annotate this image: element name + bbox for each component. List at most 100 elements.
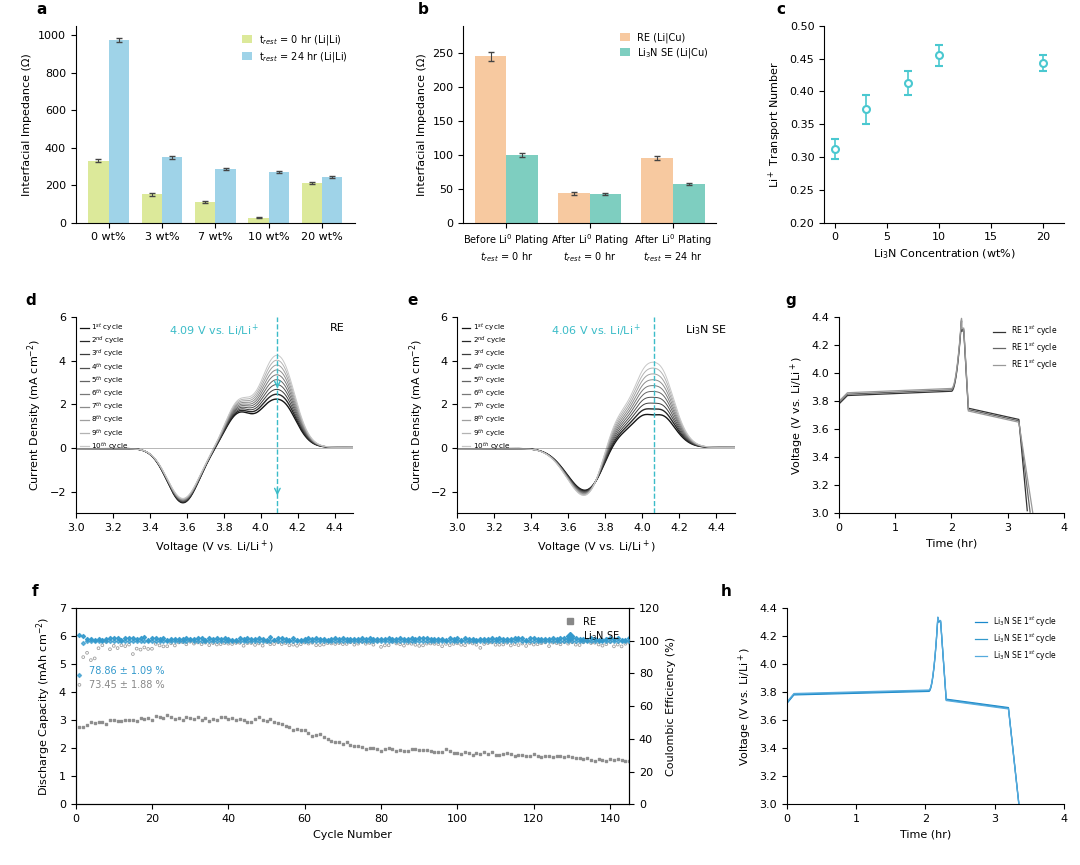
Point xyxy=(124,631,141,645)
X-axis label: Voltage (V vs. Li/Li$^+$): Voltage (V vs. Li/Li$^+$) xyxy=(537,539,656,556)
Point xyxy=(552,750,569,764)
Point xyxy=(166,632,184,646)
Point xyxy=(251,631,268,645)
Point xyxy=(112,633,130,647)
Bar xyxy=(215,170,235,222)
Point xyxy=(380,634,397,648)
Point xyxy=(136,640,153,654)
Point xyxy=(400,744,417,758)
Point xyxy=(204,636,221,650)
Text: 78.86 ± 1.09 %: 78.86 ± 1.09 % xyxy=(89,666,164,676)
Point xyxy=(276,634,294,648)
Point xyxy=(181,633,199,647)
Point xyxy=(426,745,443,759)
Point xyxy=(342,739,360,753)
Point xyxy=(522,637,539,650)
Point xyxy=(483,636,500,650)
Point xyxy=(293,723,310,737)
Point xyxy=(445,634,462,648)
Point xyxy=(594,753,611,767)
Point xyxy=(365,638,382,651)
Point xyxy=(418,631,435,645)
Point xyxy=(330,634,348,648)
Point xyxy=(460,634,477,648)
Point xyxy=(308,638,325,652)
Point xyxy=(407,634,424,648)
Point xyxy=(296,634,313,648)
Point xyxy=(353,634,370,648)
Point xyxy=(251,710,268,724)
Point xyxy=(174,714,191,727)
Point xyxy=(120,714,137,727)
Text: 73.45 ± 1.88 %: 73.45 ± 1.88 % xyxy=(89,680,164,690)
Point xyxy=(326,634,343,648)
Point xyxy=(480,746,497,760)
Point xyxy=(212,634,229,648)
Point xyxy=(376,741,393,755)
Point xyxy=(391,631,408,645)
Point xyxy=(449,637,467,650)
Point xyxy=(514,631,531,645)
Point xyxy=(261,638,279,651)
Point xyxy=(495,638,512,651)
Point xyxy=(480,634,497,648)
Point xyxy=(437,637,455,650)
Point xyxy=(323,637,340,650)
Point xyxy=(227,713,244,727)
Point xyxy=(613,634,631,648)
Point xyxy=(559,634,577,648)
Point xyxy=(342,632,360,646)
Point xyxy=(376,633,393,647)
Y-axis label: Coulombic Efficiency (%): Coulombic Efficiency (%) xyxy=(665,637,676,776)
Point xyxy=(178,631,195,645)
Point xyxy=(410,631,428,645)
Point xyxy=(621,634,638,648)
Point xyxy=(219,631,237,645)
Point xyxy=(383,634,401,648)
Point xyxy=(350,739,367,753)
Point xyxy=(498,746,515,760)
Point xyxy=(544,636,562,650)
Point xyxy=(368,742,386,756)
Y-axis label: Current Density (mA cm$^{-2}$): Current Density (mA cm$^{-2}$) xyxy=(407,339,426,491)
Text: 4.06 V vs. Li/Li$^+$: 4.06 V vs. Li/Li$^+$ xyxy=(551,323,642,339)
Point xyxy=(437,633,455,647)
Point xyxy=(219,634,237,648)
Point xyxy=(365,632,382,646)
Point xyxy=(445,746,462,759)
Point xyxy=(159,708,176,721)
Point xyxy=(338,637,355,650)
Point xyxy=(460,636,477,650)
Point xyxy=(433,639,450,653)
Point xyxy=(357,631,375,645)
Point xyxy=(342,634,360,648)
Bar xyxy=(590,194,621,222)
Point xyxy=(71,628,89,642)
Point xyxy=(144,642,161,656)
Point xyxy=(296,723,313,737)
Point xyxy=(296,632,313,646)
Point xyxy=(79,718,96,732)
Point xyxy=(124,713,141,727)
Point xyxy=(507,638,524,651)
Point xyxy=(594,633,611,647)
Point xyxy=(235,632,253,646)
Point xyxy=(540,749,557,763)
Point xyxy=(105,634,122,648)
X-axis label: Li$_3$N Concentration (wt%): Li$_3$N Concentration (wt%) xyxy=(873,247,1015,261)
Point xyxy=(189,710,206,724)
Point xyxy=(441,638,458,652)
Point xyxy=(475,632,492,646)
Y-axis label: Li$^+$ Transport Number: Li$^+$ Transport Number xyxy=(767,61,784,188)
Legend: Li$_3$N SE 1$^{st}$ cycle, Li$_3$N SE 1$^{st}$ cycle, Li$_3$N SE 1$^{st}$ cycle: Li$_3$N SE 1$^{st}$ cycle, Li$_3$N SE 1$… xyxy=(972,612,1059,665)
Point xyxy=(338,735,355,749)
Point xyxy=(208,713,226,727)
Point xyxy=(231,636,248,650)
Point xyxy=(159,639,176,653)
Point xyxy=(75,636,92,650)
Point xyxy=(300,726,318,740)
Point xyxy=(460,746,477,759)
Point xyxy=(189,634,206,648)
Point xyxy=(609,752,626,766)
Point xyxy=(571,752,589,766)
